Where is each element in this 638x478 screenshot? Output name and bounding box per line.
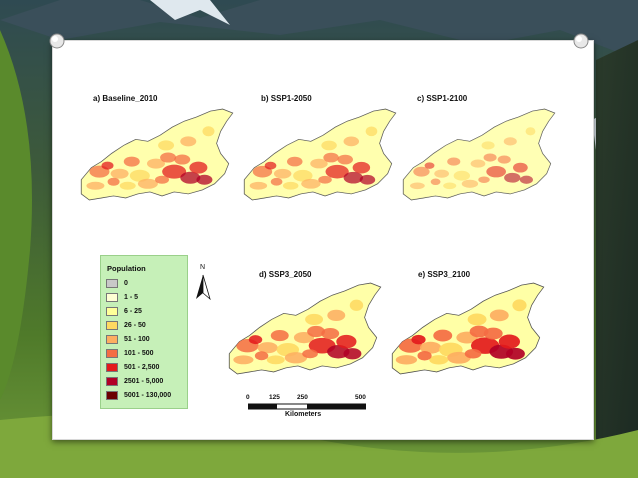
density-patches <box>81 109 233 200</box>
north-label: N <box>200 264 206 271</box>
legend-swatch <box>106 335 118 344</box>
figure-card: a) Baseline_2010 b) SSP1-2050 c) SSP1-21… <box>52 40 594 440</box>
scale-units-label: Kilometers <box>285 411 322 418</box>
legend-swatch <box>106 349 118 358</box>
density-patches <box>403 109 555 200</box>
legend-swatch <box>106 321 118 330</box>
legend-label: 2501 - 5,000 <box>124 378 164 385</box>
legend-swatch <box>106 363 118 372</box>
pushpin-right-icon <box>573 33 589 49</box>
legend-label: 1 - 5 <box>124 294 139 301</box>
legend-label: 5001 - 130,000 <box>124 392 172 399</box>
map-title-ssp3-2050: d) SSP3_2050 <box>259 270 312 279</box>
legend-swatch <box>106 307 118 316</box>
density-patches <box>244 109 396 200</box>
population-legend: Population 0 1 - 5 6 - 25 26 - 50 51 - 100 10… <box>100 255 188 409</box>
density-patches <box>229 283 381 374</box>
legend-title: Population <box>107 264 146 273</box>
population-map-ssp1-2100 <box>402 108 556 201</box>
legend-swatch <box>106 293 118 302</box>
population-map-baseline-2010 <box>80 108 234 201</box>
scale-tick-250: 250 <box>297 394 308 401</box>
map-title-baseline-2010: a) Baseline_2010 <box>93 94 158 103</box>
legend-label: 0 <box>124 280 128 287</box>
legend-label: 26 - 50 <box>124 322 146 329</box>
density-patches <box>392 283 544 374</box>
map-title-ssp1-2050: b) SSP1-2050 <box>261 94 312 103</box>
population-map-ssp3-2100 <box>391 282 545 375</box>
legend-label: 501 - 2,500 <box>124 364 160 371</box>
scale-tick-500: 500 <box>355 394 366 401</box>
legend-swatch <box>106 391 118 400</box>
legend-label: 101 - 500 <box>124 350 154 357</box>
scale-bar <box>248 403 366 410</box>
scale-tick-125: 125 <box>269 394 280 401</box>
legend-swatch <box>106 279 118 288</box>
pushpin-left-icon <box>49 33 65 49</box>
legend-label: 51 - 100 <box>124 336 150 343</box>
map-title-ssp1-2100: c) SSP1-2100 <box>417 94 468 103</box>
map-title-ssp3-2100: e) SSP3_2100 <box>418 270 471 279</box>
legend-swatch <box>106 377 118 386</box>
north-arrow-icon <box>196 274 211 301</box>
population-map-ssp3-2050 <box>228 282 382 375</box>
legend-label: 6 - 25 <box>124 308 142 315</box>
scale-tick-0: 0 <box>246 394 250 401</box>
population-map-ssp1-2050 <box>243 108 397 201</box>
